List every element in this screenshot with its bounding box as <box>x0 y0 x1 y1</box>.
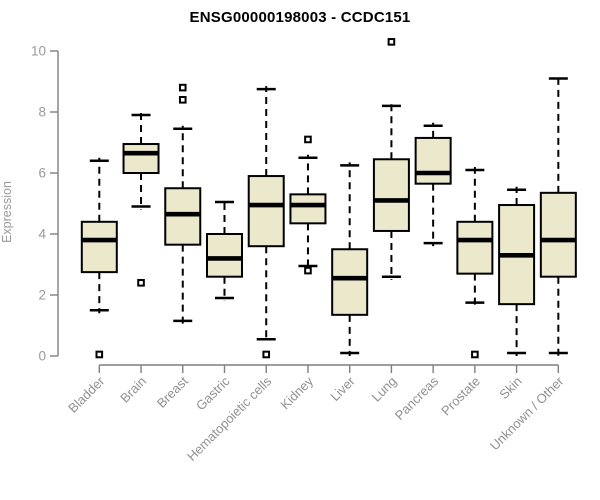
chart-title: ENSG00000198003 - CCDC151 <box>189 9 411 26</box>
box-group <box>247 86 285 359</box>
box-group <box>289 135 327 275</box>
x-category-label: Lung <box>368 374 399 405</box>
y-tick-label: 6 <box>38 166 46 181</box>
outlier-marker <box>304 135 312 144</box>
box-rect <box>539 191 577 278</box>
x-category-label: Unknown / Other <box>487 373 567 453</box>
outlier-marker <box>387 38 396 46</box>
x-category-label: Gastric <box>193 373 233 413</box>
box-group <box>456 166 494 359</box>
y-tick-label: 10 <box>31 44 46 59</box>
box-rect <box>205 233 243 278</box>
outlier-marker <box>178 83 187 92</box>
box-group <box>539 75 577 356</box>
x-category-label: Breast <box>154 373 191 410</box>
box-group <box>372 38 410 280</box>
y-tick-label: 2 <box>38 288 46 303</box>
outlier-marker <box>304 266 312 275</box>
box-group <box>80 157 118 359</box>
box-rect <box>289 193 327 225</box>
box-group <box>164 83 202 324</box>
x-category-label: Prostate <box>438 374 483 419</box>
outlier-marker <box>262 350 271 359</box>
box-rect <box>331 248 369 316</box>
x-category-label: Skin <box>496 374 524 402</box>
x-category-label: Bladder <box>65 373 108 416</box>
outlier-marker <box>471 350 479 359</box>
box-group <box>498 186 536 356</box>
y-tick-label: 0 <box>38 349 46 364</box>
x-category-label: Liver <box>327 373 358 404</box>
y-tick-label: 4 <box>38 227 46 242</box>
box-rect <box>80 220 118 274</box>
box-group <box>122 112 160 287</box>
outlier-marker <box>95 350 104 359</box>
box-group <box>414 122 452 247</box>
box-rect <box>414 136 452 185</box>
box-rect <box>122 143 160 174</box>
box-rect <box>456 220 494 275</box>
x-category-label: Brain <box>117 374 149 406</box>
box-group <box>205 198 243 302</box>
outlier-marker <box>137 279 145 287</box>
x-category-label: Kidney <box>277 373 316 412</box>
box-rect <box>247 175 285 248</box>
outlier-marker <box>178 96 187 104</box>
x-category-label: Pancreas <box>392 373 442 423</box>
box-rect <box>372 158 410 232</box>
y-tick-label: 8 <box>38 105 46 120</box>
box-group <box>331 162 369 356</box>
